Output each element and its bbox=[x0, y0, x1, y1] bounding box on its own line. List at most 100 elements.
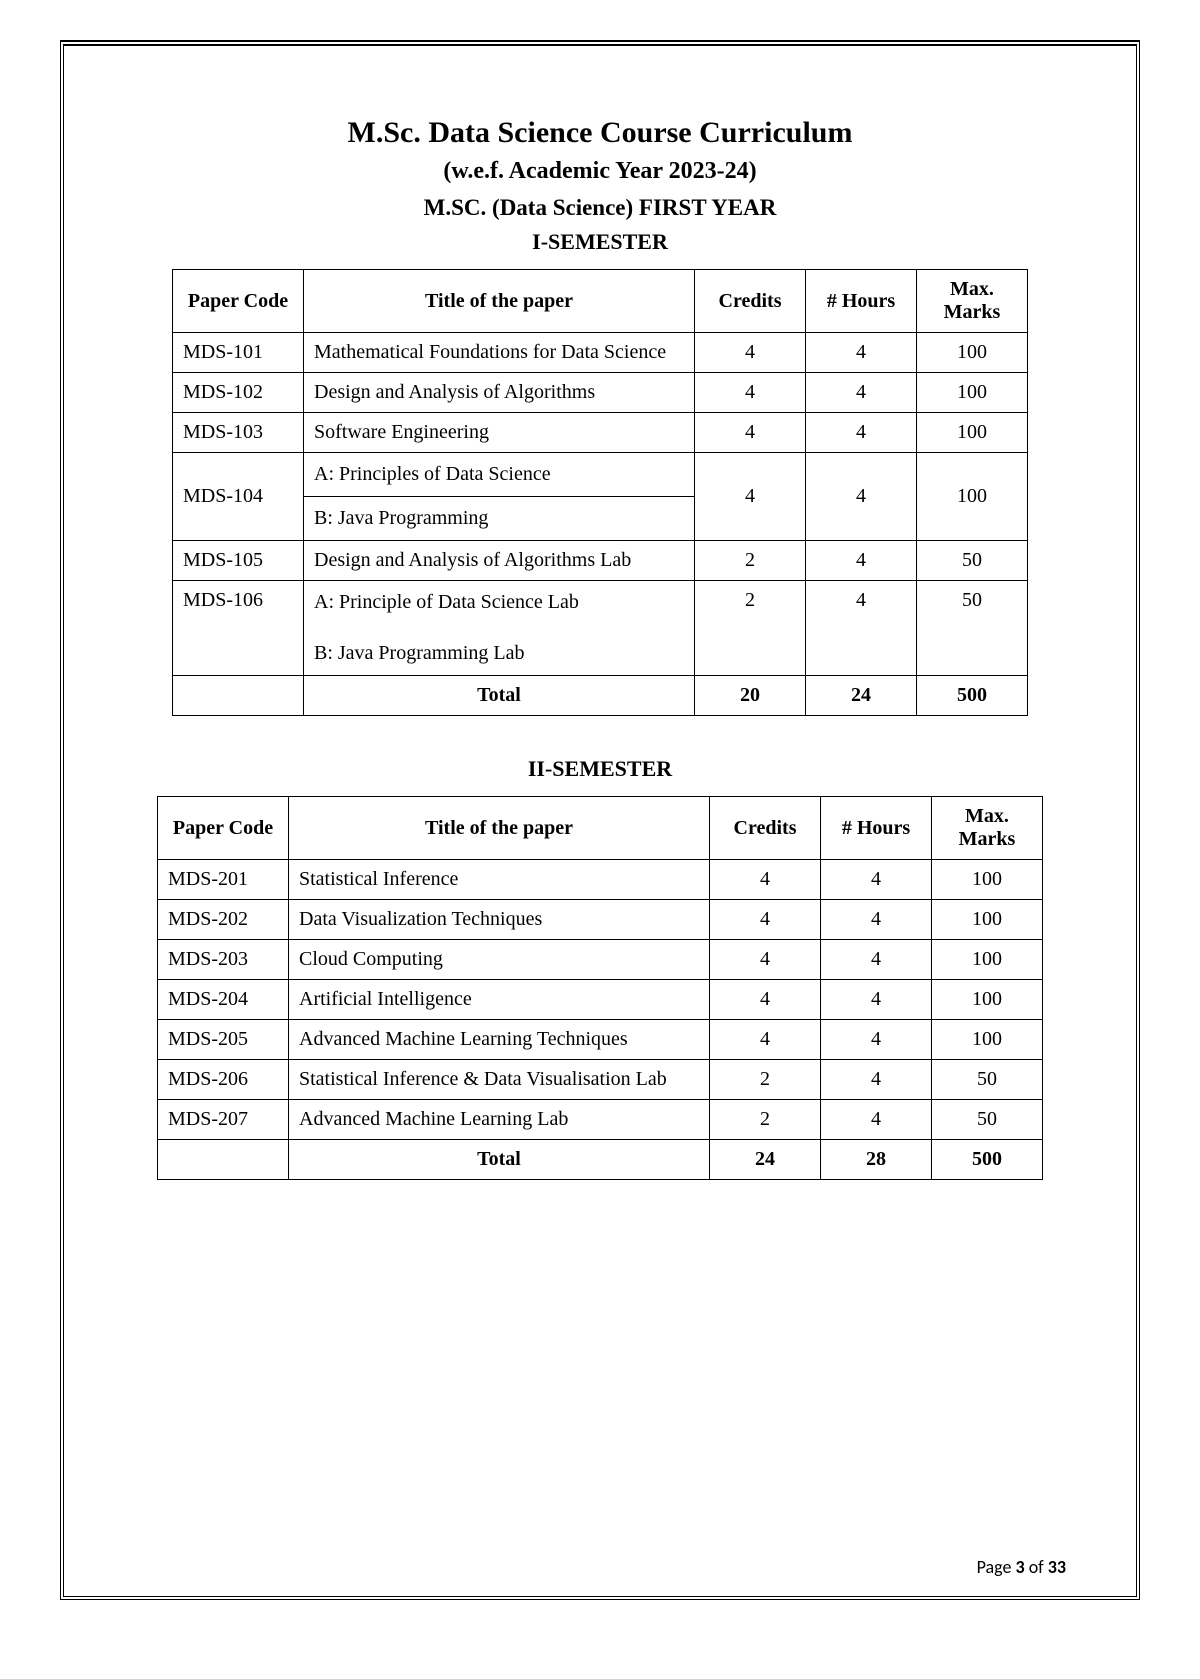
table-row: MDS-204 Artificial Intelligence 4 4 100 bbox=[158, 980, 1043, 1020]
col-hours: # Hours bbox=[806, 270, 917, 333]
table-row: MDS-105 Design and Analysis of Algorithm… bbox=[173, 541, 1028, 581]
cell-title: Mathematical Foundations for Data Scienc… bbox=[304, 333, 695, 373]
cell-title: Artificial Intelligence bbox=[289, 980, 710, 1020]
cell-hours: 4 bbox=[821, 860, 932, 900]
cell-total-label: Total bbox=[304, 676, 695, 716]
main-title: M.Sc. Data Science Course Curriculum bbox=[124, 116, 1076, 150]
cell-marks: 50 bbox=[932, 1060, 1043, 1100]
cell-title-option-b: B: Java Programming bbox=[304, 497, 694, 540]
page-label-mid: of bbox=[1025, 1556, 1048, 1578]
cell-code: MDS-202 bbox=[158, 900, 289, 940]
semester-2-table: Paper Code Title of the paper Credits # … bbox=[157, 796, 1043, 1180]
cell-marks: 100 bbox=[932, 980, 1043, 1020]
cell-empty bbox=[158, 1140, 289, 1180]
cell-code: MDS-206 bbox=[158, 1060, 289, 1100]
cell-credits: 4 bbox=[695, 373, 806, 413]
table-row: MDS-203 Cloud Computing 4 4 100 bbox=[158, 940, 1043, 980]
cell-code: MDS-103 bbox=[173, 413, 304, 453]
table-header-row: Paper Code Title of the paper Credits # … bbox=[158, 797, 1043, 860]
cell-title: Advanced Machine Learning Techniques bbox=[289, 1020, 710, 1060]
cell-marks: 50 bbox=[917, 541, 1028, 581]
cell-hours: 4 bbox=[806, 541, 917, 581]
cell-total-hours: 24 bbox=[806, 676, 917, 716]
cell-title: Statistical Inference & Data Visualisati… bbox=[289, 1060, 710, 1100]
cell-marks: 100 bbox=[932, 1020, 1043, 1060]
cell-credits: 4 bbox=[695, 453, 806, 541]
cell-marks: 100 bbox=[917, 413, 1028, 453]
cell-total-hours: 28 bbox=[821, 1140, 932, 1180]
col-max-marks: Max. Marks bbox=[917, 270, 1028, 333]
cell-credits: 4 bbox=[710, 1020, 821, 1060]
cell-hours: 4 bbox=[821, 940, 932, 980]
col-hours: # Hours bbox=[821, 797, 932, 860]
cell-empty bbox=[173, 676, 304, 716]
page-number: Page 3 of 33 bbox=[977, 1556, 1066, 1578]
table-row: MDS-205 Advanced Machine Learning Techni… bbox=[158, 1020, 1043, 1060]
cell-credits: 2 bbox=[695, 541, 806, 581]
table-row: MDS-207 Advanced Machine Learning Lab 2 … bbox=[158, 1100, 1043, 1140]
cell-title: Statistical Inference bbox=[289, 860, 710, 900]
subtitle: (w.e.f. Academic Year 2023-24) bbox=[124, 158, 1076, 185]
cell-hours: 4 bbox=[806, 373, 917, 413]
cell-credits: 2 bbox=[695, 581, 806, 676]
cell-hours: 4 bbox=[806, 453, 917, 541]
table-row: MDS-202 Data Visualization Techniques 4 … bbox=[158, 900, 1043, 940]
cell-marks: 100 bbox=[917, 453, 1028, 541]
cell-title: Design and Analysis of Algorithms Lab bbox=[304, 541, 695, 581]
cell-title: Advanced Machine Learning Lab bbox=[289, 1100, 710, 1140]
cell-total-credits: 24 bbox=[710, 1140, 821, 1180]
cell-code: MDS-207 bbox=[158, 1100, 289, 1140]
table-row: MDS-103 Software Engineering 4 4 100 bbox=[173, 413, 1028, 453]
page-current: 3 bbox=[1016, 1556, 1025, 1578]
cell-credits: 4 bbox=[710, 940, 821, 980]
col-paper-code: Paper Code bbox=[173, 270, 304, 333]
cell-marks: 100 bbox=[917, 333, 1028, 373]
col-title: Title of the paper bbox=[289, 797, 710, 860]
table-row: MDS-104 A: Principles of Data Science B:… bbox=[173, 453, 1028, 541]
cell-code: MDS-205 bbox=[158, 1020, 289, 1060]
col-max-marks: Max. Marks bbox=[932, 797, 1043, 860]
cell-title-option-b: B: Java Programming Lab bbox=[304, 632, 694, 675]
cell-hours: 4 bbox=[821, 980, 932, 1020]
cell-marks: 100 bbox=[932, 860, 1043, 900]
cell-total-marks: 500 bbox=[917, 676, 1028, 716]
year-title: M.SC. (Data Science) FIRST YEAR bbox=[124, 195, 1076, 221]
cell-code: MDS-204 bbox=[158, 980, 289, 1020]
table-row: MDS-201 Statistical Inference 4 4 100 bbox=[158, 860, 1043, 900]
table-total-row: Total 20 24 500 bbox=[173, 676, 1028, 716]
cell-hours: 4 bbox=[821, 1100, 932, 1140]
cell-hours: 4 bbox=[806, 581, 917, 676]
cell-total-label: Total bbox=[289, 1140, 710, 1180]
semester-1-table: Paper Code Title of the paper Credits # … bbox=[172, 269, 1028, 716]
cell-marks: 50 bbox=[917, 581, 1028, 676]
cell-total-marks: 500 bbox=[932, 1140, 1043, 1180]
cell-title-option-a: A: Principles of Data Science bbox=[304, 453, 694, 497]
cell-marks: 100 bbox=[932, 900, 1043, 940]
table-header-row: Paper Code Title of the paper Credits # … bbox=[173, 270, 1028, 333]
cell-code: MDS-101 bbox=[173, 333, 304, 373]
cell-total-credits: 20 bbox=[695, 676, 806, 716]
cell-code: MDS-201 bbox=[158, 860, 289, 900]
table-row: MDS-102 Design and Analysis of Algorithm… bbox=[173, 373, 1028, 413]
cell-title-option-a: A: Principle of Data Science Lab bbox=[304, 581, 694, 632]
table-row: MDS-206 Statistical Inference & Data Vis… bbox=[158, 1060, 1043, 1100]
cell-title: Design and Analysis of Algorithms bbox=[304, 373, 695, 413]
cell-credits: 2 bbox=[710, 1060, 821, 1100]
cell-hours: 4 bbox=[821, 1020, 932, 1060]
cell-hours: 4 bbox=[806, 413, 917, 453]
table-row: MDS-106 A: Principle of Data Science Lab… bbox=[173, 581, 1028, 676]
page: M.Sc. Data Science Course Curriculum (w.… bbox=[0, 0, 1200, 1679]
cell-hours: 4 bbox=[821, 900, 932, 940]
semester-1-heading: I-SEMESTER bbox=[124, 229, 1076, 255]
page-border: M.Sc. Data Science Course Curriculum (w.… bbox=[60, 40, 1140, 1600]
cell-hours: 4 bbox=[821, 1060, 932, 1100]
page-label-prefix: Page bbox=[977, 1556, 1016, 1578]
cell-credits: 4 bbox=[710, 900, 821, 940]
cell-credits: 2 bbox=[710, 1100, 821, 1140]
cell-credits: 4 bbox=[710, 860, 821, 900]
cell-title-split: A: Principle of Data Science Lab B: Java… bbox=[304, 581, 695, 676]
col-credits: Credits bbox=[695, 270, 806, 333]
table-total-row: Total 24 28 500 bbox=[158, 1140, 1043, 1180]
cell-code: MDS-203 bbox=[158, 940, 289, 980]
cell-code: MDS-106 bbox=[173, 581, 304, 676]
